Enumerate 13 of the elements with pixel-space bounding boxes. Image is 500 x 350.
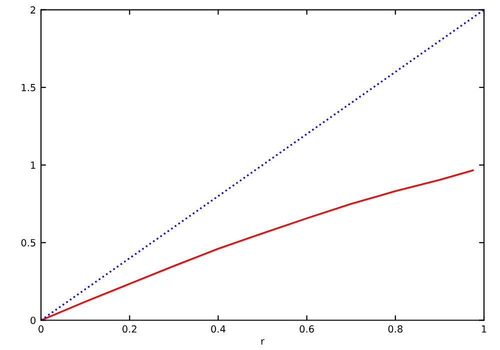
x-tick-label: 1	[482, 325, 486, 332]
x-tick-label: 0	[38, 325, 44, 333]
y-tick-label: 2	[30, 6, 36, 14]
x-tick-label: 0.6	[300, 325, 314, 333]
y-tick-label: 1	[31, 162, 36, 169]
line-series	[41, 169, 474, 320]
y-tick-label: 0	[30, 316, 36, 324]
y-tick-label: 0.5	[21, 239, 36, 246]
x-tick-label: 0.8	[388, 325, 402, 333]
x-tick-label: 0.2	[122, 325, 136, 333]
x-axis-title: r	[261, 339, 264, 345]
y-tick-label: 1.5	[22, 84, 36, 92]
x-tick-label: 0.4	[211, 325, 226, 333]
